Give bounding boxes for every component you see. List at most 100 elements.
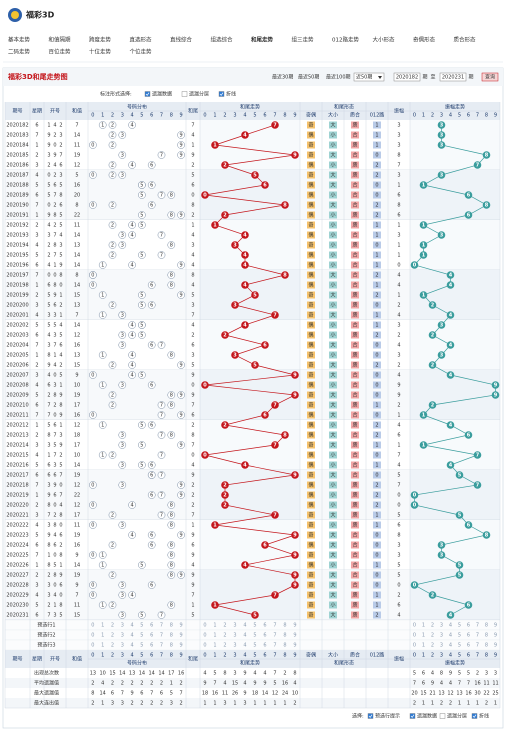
draw-digit: 5: [47, 423, 50, 429]
stats-value: 2: [121, 681, 124, 687]
dist-digit: 7: [160, 403, 163, 409]
amp-ball-text: 3: [440, 143, 444, 149]
recent-link[interactable]: 最近30期: [272, 74, 293, 81]
dist-digit: 4: [131, 363, 134, 369]
draw-digit: 5: [59, 223, 62, 229]
tail-ball-text: 0: [203, 193, 207, 199]
form-text: 1: [375, 133, 378, 139]
dist-digit: 1: [101, 453, 104, 459]
option-checkbox[interactable]: [144, 91, 151, 97]
dist-digit: 1: [101, 383, 104, 389]
dist-digit: 5: [140, 463, 143, 469]
header-digit: 6: [467, 653, 470, 659]
nav-link[interactable]: 奇偶形态: [413, 36, 436, 44]
nav-link[interactable]: 组选综合: [211, 36, 234, 44]
dist-ball: [138, 421, 146, 429]
draw-digit: 6: [47, 473, 50, 479]
tail-ball: [221, 331, 229, 339]
nav-link[interactable]: 基本走势: [8, 36, 31, 44]
dist-ball: [167, 571, 176, 579]
tail: 2: [191, 213, 194, 219]
option-checkbox[interactable]: [218, 91, 225, 97]
amp: 1: [397, 413, 400, 419]
trend-bg: [410, 330, 500, 340]
nav-link[interactable]: 大小形态: [373, 36, 396, 44]
period: 2020195: [6, 253, 28, 259]
dist-digit: 6: [150, 473, 153, 479]
form-text: 偶: [308, 342, 313, 349]
form-text: 2: [375, 203, 378, 209]
from-input[interactable]: [393, 72, 421, 82]
from-text: 2020182: [396, 75, 418, 81]
form-text: 小: [330, 132, 335, 139]
dist-digit: 6: [150, 163, 153, 169]
dist-digit: 7: [160, 493, 163, 499]
sum: 16: [74, 543, 80, 549]
dist-digit: 9: [180, 363, 183, 369]
logo-icon-inner: [11, 11, 19, 19]
nav-link[interactable]: 和值隔期: [49, 36, 72, 44]
form-cell: [329, 121, 337, 129]
amp: 4: [397, 283, 400, 289]
nav-link[interactable]: 跨度走势: [89, 36, 112, 44]
draw-digit: 1: [59, 293, 62, 299]
preselect-digit: 3: [121, 643, 124, 649]
nav-link[interactable]: 十位走势: [89, 48, 112, 56]
amp-ball: [482, 531, 491, 539]
recent-link[interactable]: 最近100期: [326, 74, 351, 81]
period-select[interactable]: [353, 72, 385, 82]
period: 2020182: [6, 123, 28, 129]
sum: 14: [74, 253, 80, 259]
header-label: 质合: [350, 112, 360, 119]
dist-ball: [147, 281, 156, 289]
tail-ball-text: 9: [293, 573, 297, 579]
week: 3: [35, 513, 38, 519]
query-button[interactable]: [481, 72, 499, 82]
header-digit: 7: [273, 653, 276, 659]
preselect-digit: 7: [476, 643, 479, 649]
sum: 12: [74, 423, 80, 429]
footer-checkbox[interactable]: [409, 713, 416, 719]
option-checkbox[interactable]: [181, 91, 188, 97]
nav-link[interactable]: 组三走势: [292, 36, 315, 44]
dist-ball: [138, 321, 146, 329]
nav-link[interactable]: 直选形态: [130, 36, 153, 44]
week: 4: [35, 173, 38, 179]
form-cell: [329, 161, 337, 169]
form-cell: [373, 541, 381, 549]
nav-link[interactable]: 质合形态: [454, 36, 477, 44]
draw-digit: 6: [47, 283, 50, 289]
dist-digit: 4: [131, 333, 134, 339]
form-cell: [329, 221, 337, 229]
nav-link[interactable]: 直线综合: [170, 36, 193, 44]
tail: 6: [191, 413, 194, 419]
amp: 1: [397, 253, 400, 259]
draw-digit: 9: [59, 393, 62, 399]
footer-checkbox[interactable]: [471, 713, 478, 719]
dist-ball: [108, 221, 117, 229]
draw-digit: 2: [47, 603, 50, 609]
form-cell: [329, 151, 337, 159]
footer-checkbox[interactable]: [367, 713, 374, 719]
tail-ball: [291, 551, 299, 559]
nav-link[interactable]: 二码走势: [8, 48, 31, 56]
footer-checkbox[interactable]: [439, 713, 446, 719]
tail-ball-text: 2: [223, 163, 227, 169]
trend-bg: [200, 500, 300, 510]
form-cell: [329, 381, 337, 389]
form-cell: [351, 291, 359, 299]
nav-link[interactable]: 和尾走势: [251, 36, 274, 44]
nav-link[interactable]: 012路走势: [332, 36, 359, 44]
dist-digit: 0: [91, 593, 94, 599]
to-input[interactable]: [439, 72, 467, 82]
stats-value: 4: [431, 671, 434, 677]
recent-link[interactable]: 最近50期: [298, 74, 319, 81]
nav-link[interactable]: 百位走势: [49, 48, 72, 56]
form-text: 质: [352, 142, 357, 149]
draw-digit: 8: [47, 543, 50, 549]
dist-ball: [177, 491, 185, 499]
form-text: 偶: [308, 332, 313, 339]
nav-link[interactable]: 个位走势: [130, 48, 153, 56]
period: 2020226: [6, 563, 28, 569]
draw-digit: 6: [59, 533, 62, 539]
